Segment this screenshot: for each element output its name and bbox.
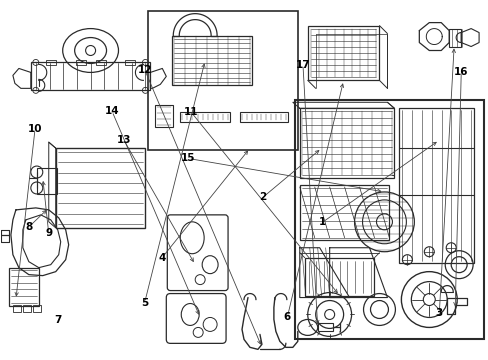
Bar bbox=[37, 168, 57, 194]
Bar bbox=[399, 108, 473, 263]
Text: 16: 16 bbox=[453, 67, 468, 77]
Bar bbox=[180, 112, 229, 122]
Bar bbox=[294, 100, 483, 339]
Bar bbox=[31, 62, 150, 90]
Text: 6: 6 bbox=[283, 312, 290, 322]
Bar bbox=[33, 305, 41, 312]
Text: 2: 2 bbox=[259, 192, 266, 202]
Bar bbox=[76, 60, 85, 66]
Text: 4: 4 bbox=[158, 253, 165, 263]
Bar bbox=[448, 28, 460, 46]
Text: 7: 7 bbox=[55, 315, 62, 325]
Text: 15: 15 bbox=[181, 153, 195, 163]
Bar bbox=[23, 305, 31, 312]
Text: 5: 5 bbox=[141, 298, 148, 308]
Text: 11: 11 bbox=[183, 107, 198, 117]
Bar bbox=[172, 36, 251, 85]
Bar bbox=[9, 268, 39, 306]
Bar bbox=[304, 258, 374, 296]
Bar bbox=[317, 323, 332, 332]
Text: 10: 10 bbox=[28, 124, 42, 134]
Bar bbox=[56, 148, 145, 228]
Text: 14: 14 bbox=[104, 106, 119, 116]
Text: 3: 3 bbox=[435, 308, 442, 318]
Bar bbox=[155, 105, 173, 127]
Text: 17: 17 bbox=[295, 59, 309, 69]
Bar bbox=[240, 112, 287, 122]
Bar bbox=[299, 108, 394, 178]
Bar bbox=[125, 60, 135, 66]
Bar bbox=[95, 60, 105, 66]
Bar bbox=[148, 11, 297, 150]
Text: 8: 8 bbox=[25, 222, 33, 231]
Bar bbox=[307, 26, 379, 80]
Text: 12: 12 bbox=[137, 64, 152, 75]
Text: 13: 13 bbox=[116, 135, 131, 145]
Bar bbox=[13, 305, 21, 312]
Bar bbox=[46, 60, 56, 66]
Bar bbox=[299, 185, 388, 240]
Text: 1: 1 bbox=[318, 217, 325, 227]
Text: 9: 9 bbox=[45, 228, 52, 238]
